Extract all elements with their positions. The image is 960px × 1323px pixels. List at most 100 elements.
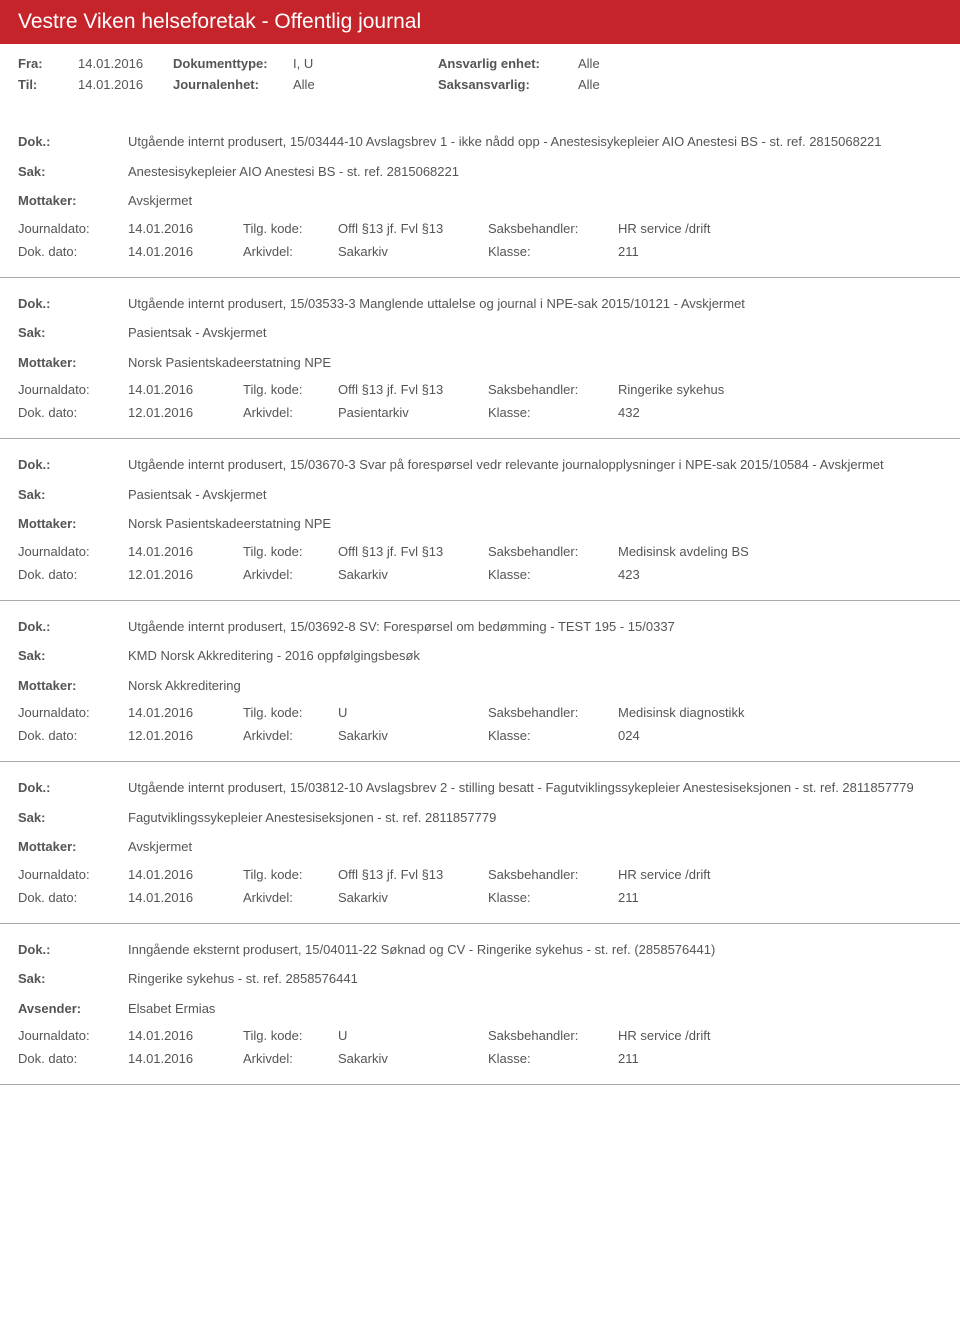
party-label: Mottaker: bbox=[18, 191, 128, 211]
dok-value: Utgående internt produsert, 15/03670-3 S… bbox=[128, 455, 942, 475]
ansvenhet-label: Ansvarlig enhet: bbox=[438, 56, 578, 71]
sak-label: Sak: bbox=[18, 485, 128, 505]
klasse-value: 211 bbox=[618, 890, 942, 905]
dokdato-value: 12.01.2016 bbox=[128, 567, 243, 582]
tilgkode-label: Tilg. kode: bbox=[243, 382, 338, 397]
arkivdel-label: Arkivdel: bbox=[243, 405, 338, 420]
klasse-value: 024 bbox=[618, 728, 942, 743]
dokdato-value: 12.01.2016 bbox=[128, 728, 243, 743]
filter-row-2: Til: 14.01.2016 Journalenhet: Alle Saksa… bbox=[18, 77, 942, 92]
party-value: Elsabet Ermias bbox=[128, 999, 942, 1019]
sak-value: Pasientsak - Avskjermet bbox=[128, 323, 942, 343]
tilgkode-value: Offl §13 jf. Fvl §13 bbox=[338, 544, 488, 559]
saksbeh-label: Saksbehandler: bbox=[488, 544, 618, 559]
sak-value: Fagutviklingssykepleier Anestesiseksjone… bbox=[128, 808, 942, 828]
dok-value: Utgående internt produsert, 15/03444-10 … bbox=[128, 132, 942, 152]
doktype-label: Dokumenttype: bbox=[173, 56, 293, 71]
journaldato-value: 14.01.2016 bbox=[128, 221, 243, 236]
dokdato-value: 14.01.2016 bbox=[128, 244, 243, 259]
arkivdel-value: Pasientarkiv bbox=[338, 405, 488, 420]
arkivdel-value: Sakarkiv bbox=[338, 890, 488, 905]
klasse-label: Klasse: bbox=[488, 728, 618, 743]
fra-label: Fra: bbox=[18, 56, 78, 71]
party-label: Mottaker: bbox=[18, 837, 128, 857]
journaldato-value: 14.01.2016 bbox=[128, 544, 243, 559]
filter-row-1: Fra: 14.01.2016 Dokumenttype: I, U Ansva… bbox=[18, 56, 942, 71]
party-value: Avskjermet bbox=[128, 837, 942, 857]
journaldato-label: Journaldato: bbox=[18, 382, 128, 397]
sak-value: Anestesisykepleier AIO Anestesi BS - st.… bbox=[128, 162, 942, 182]
dokdato-value: 14.01.2016 bbox=[128, 1051, 243, 1066]
dok-label: Dok.: bbox=[18, 617, 128, 637]
sak-value: KMD Norsk Akkreditering - 2016 oppfølgin… bbox=[128, 646, 942, 666]
klasse-label: Klasse: bbox=[488, 244, 618, 259]
tilgkode-value: U bbox=[338, 705, 488, 720]
tilgkode-label: Tilg. kode: bbox=[243, 221, 338, 236]
dok-value: Utgående internt produsert, 15/03533-3 M… bbox=[128, 294, 942, 314]
party-value: Avskjermet bbox=[128, 191, 942, 211]
klasse-value: 211 bbox=[618, 1051, 942, 1066]
klasse-label: Klasse: bbox=[488, 405, 618, 420]
entries-container: Dok.: Utgående internt produsert, 15/0344… bbox=[0, 116, 960, 1085]
klasse-label: Klasse: bbox=[488, 890, 618, 905]
dok-label: Dok.: bbox=[18, 778, 128, 798]
saksbeh-label: Saksbehandler: bbox=[488, 382, 618, 397]
tilgkode-label: Tilg. kode: bbox=[243, 867, 338, 882]
dok-label: Dok.: bbox=[18, 294, 128, 314]
dok-label: Dok.: bbox=[18, 455, 128, 475]
saksbeh-value: Medisinsk diagnostikk bbox=[618, 705, 942, 720]
tilgkode-value: Offl §13 jf. Fvl §13 bbox=[338, 221, 488, 236]
party-value: Norsk Pasientskadeerstatning NPE bbox=[128, 353, 942, 373]
saksbeh-label: Saksbehandler: bbox=[488, 705, 618, 720]
doktype-value: I, U bbox=[293, 56, 438, 71]
saksbeh-value: HR service /drift bbox=[618, 221, 942, 236]
header-bar: Vestre Viken helseforetak - Offentlig jo… bbox=[0, 0, 960, 44]
journaldato-label: Journaldato: bbox=[18, 705, 128, 720]
saksansv-label: Saksansvarlig: bbox=[438, 77, 578, 92]
journal-entry: Dok.:Utgående internt produsert, 15/0369… bbox=[0, 601, 960, 763]
til-value: 14.01.2016 bbox=[78, 77, 173, 92]
party-label: Avsender: bbox=[18, 999, 128, 1019]
saksbeh-label: Saksbehandler: bbox=[488, 221, 618, 236]
dok-value: Utgående internt produsert, 15/03812-10 … bbox=[128, 778, 942, 798]
dokdato-label: Dok. dato: bbox=[18, 567, 128, 582]
arkivdel-value: Sakarkiv bbox=[338, 567, 488, 582]
sak-value: Pasientsak - Avskjermet bbox=[128, 485, 942, 505]
saksansv-value: Alle bbox=[578, 77, 600, 92]
journal-entry: Dok.:Inngående eksternt produsert, 15/04… bbox=[0, 924, 960, 1086]
tilgkode-label: Tilg. kode: bbox=[243, 1028, 338, 1043]
filter-bar: Fra: 14.01.2016 Dokumenttype: I, U Ansva… bbox=[0, 44, 960, 116]
journal-entry: Dok.:Utgående internt produsert, 15/0344… bbox=[0, 116, 960, 278]
party-label: Mottaker: bbox=[18, 676, 128, 696]
sak-label: Sak: bbox=[18, 162, 128, 182]
dokdato-label: Dok. dato: bbox=[18, 728, 128, 743]
party-value: Norsk Akkreditering bbox=[128, 676, 942, 696]
klasse-label: Klasse: bbox=[488, 567, 618, 582]
journaldato-label: Journaldato: bbox=[18, 221, 128, 236]
journal-entry: Dok.:Utgående internt produsert, 15/0353… bbox=[0, 278, 960, 440]
ansvenhet-value: Alle bbox=[578, 56, 600, 71]
arkivdel-label: Arkivdel: bbox=[243, 1051, 338, 1066]
dokdato-label: Dok. dato: bbox=[18, 244, 128, 259]
dokdato-value: 12.01.2016 bbox=[128, 405, 243, 420]
tilgkode-label: Tilg. kode: bbox=[243, 544, 338, 559]
tilgkode-value: U bbox=[338, 1028, 488, 1043]
saksbeh-value: Medisinsk avdeling BS bbox=[618, 544, 942, 559]
fra-value: 14.01.2016 bbox=[78, 56, 173, 71]
party-value: Norsk Pasientskadeerstatning NPE bbox=[128, 514, 942, 534]
tilgkode-value: Offl §13 jf. Fvl §13 bbox=[338, 382, 488, 397]
journal-entry: Dok.:Utgående internt produsert, 15/0367… bbox=[0, 439, 960, 601]
dok-label: Dok.: bbox=[18, 940, 128, 960]
arkivdel-label: Arkivdel: bbox=[243, 890, 338, 905]
arkivdel-label: Arkivdel: bbox=[243, 567, 338, 582]
sak-label: Sak: bbox=[18, 969, 128, 989]
journaldato-value: 14.01.2016 bbox=[128, 382, 243, 397]
tilgkode-value: Offl §13 jf. Fvl §13 bbox=[338, 867, 488, 882]
dokdato-value: 14.01.2016 bbox=[128, 890, 243, 905]
dokdato-label: Dok. dato: bbox=[18, 890, 128, 905]
arkivdel-value: Sakarkiv bbox=[338, 244, 488, 259]
journaldato-value: 14.01.2016 bbox=[128, 867, 243, 882]
dokdato-label: Dok. dato: bbox=[18, 405, 128, 420]
saksbeh-value: HR service /drift bbox=[618, 1028, 942, 1043]
sak-label: Sak: bbox=[18, 646, 128, 666]
